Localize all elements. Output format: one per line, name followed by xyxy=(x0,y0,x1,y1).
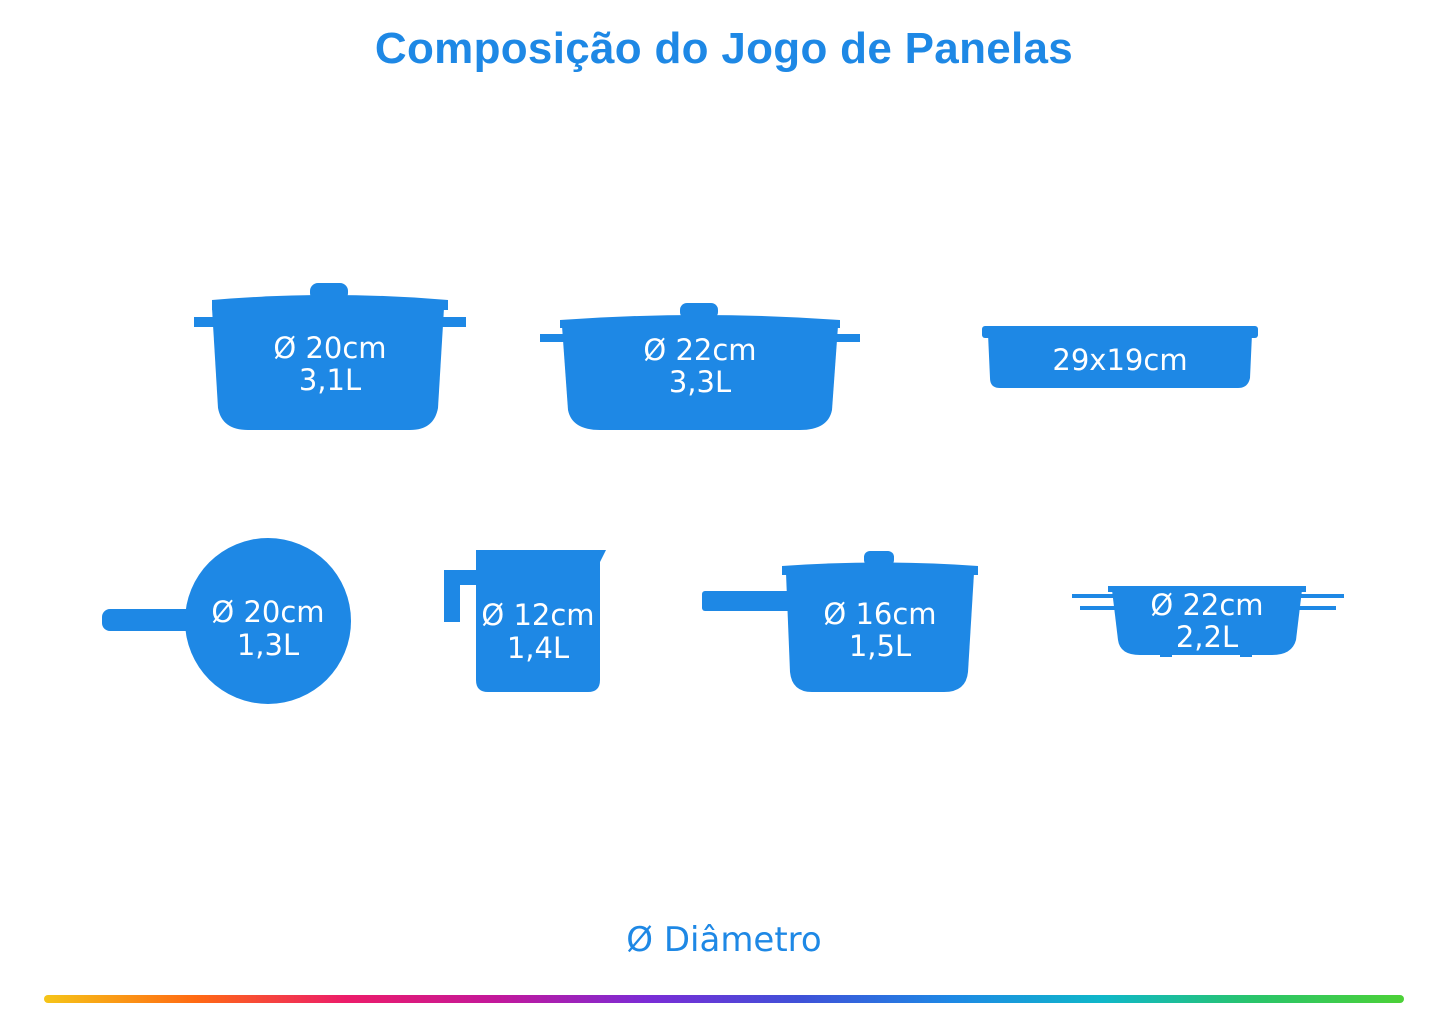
milk-jug-diameter-label: Ø 12cm xyxy=(481,598,594,632)
steamer-diameter-label: Ø 22cm xyxy=(1150,588,1263,622)
steamer-volume-label: 2,2L xyxy=(1176,620,1238,654)
diameter-legend: Ø Diâmetro xyxy=(626,920,822,960)
rectangular-pan-size-label: 29x19cm xyxy=(1052,343,1187,377)
rainbow-divider xyxy=(44,995,1404,1003)
pot-22cm-volume-label: 3,3L xyxy=(669,365,731,399)
page-title: Composição do Jogo de Panelas xyxy=(374,24,1074,73)
pot-20cm-volume-label: 3,1L xyxy=(299,363,361,397)
pot-20cm-icon: Ø 20cm 3,1L xyxy=(194,283,466,430)
frying-pan-icon: Ø 20cm 1,3L xyxy=(102,538,351,704)
pot-22cm-diameter-label: Ø 22cm xyxy=(643,333,756,367)
saucepan-volume-label: 1,5L xyxy=(849,629,911,663)
frying-pan-volume-label: 1,3L xyxy=(237,628,299,662)
pot-20cm-diameter-label: Ø 20cm xyxy=(273,331,386,365)
pot-22cm-icon: Ø 22cm 3,3L xyxy=(540,303,860,430)
saucepan-diameter-label: Ø 16cm xyxy=(823,597,936,631)
frying-pan-diameter-label: Ø 20cm xyxy=(211,595,324,629)
saucepan-16cm-icon: Ø 16cm 1,5L xyxy=(702,551,978,692)
rectangular-pan-icon: 29x19cm xyxy=(982,326,1258,388)
milk-jug-volume-label: 1,4L xyxy=(507,631,569,665)
milk-jug-icon: Ø 12cm 1,4L xyxy=(444,550,606,692)
steamer-basket-icon: Ø 22cm 2,2L xyxy=(1072,586,1344,657)
background-panel xyxy=(40,0,1408,1030)
